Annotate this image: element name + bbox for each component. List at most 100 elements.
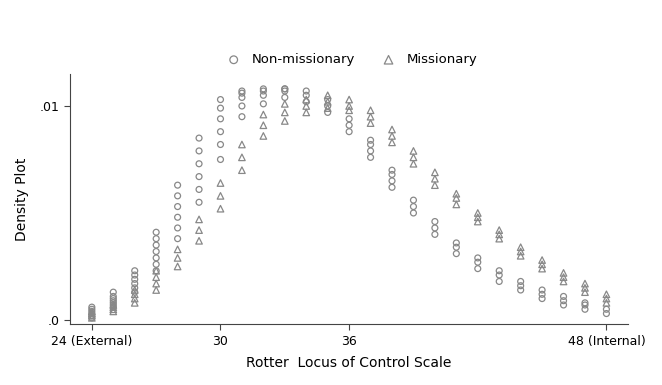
- Non-missionary: [87, 306, 97, 312]
- Non-missionary: [130, 272, 140, 278]
- Non-missionary: [279, 86, 290, 92]
- Non-missionary: [151, 242, 162, 248]
- Missionary: [87, 308, 97, 315]
- Missionary: [344, 107, 354, 113]
- Missionary: [408, 154, 419, 161]
- Non-missionary: [408, 204, 419, 210]
- Non-missionary: [601, 310, 612, 316]
- Non-missionary: [236, 103, 247, 109]
- Missionary: [558, 278, 569, 285]
- Non-missionary: [215, 97, 226, 103]
- Missionary: [365, 120, 376, 126]
- Missionary: [151, 287, 162, 293]
- Missionary: [87, 310, 97, 316]
- Non-missionary: [108, 304, 118, 310]
- Non-missionary: [365, 141, 376, 147]
- Non-missionary: [108, 302, 118, 308]
- Non-missionary: [580, 302, 591, 308]
- Missionary: [451, 191, 461, 197]
- Non-missionary: [172, 204, 183, 210]
- Missionary: [580, 281, 591, 287]
- Non-missionary: [580, 300, 591, 306]
- Missionary: [130, 291, 140, 297]
- Missionary: [408, 161, 419, 167]
- Non-missionary: [258, 101, 269, 107]
- Missionary: [344, 97, 354, 103]
- Non-missionary: [194, 148, 205, 154]
- Non-missionary: [494, 278, 504, 285]
- Missionary: [473, 210, 483, 216]
- Missionary: [151, 268, 162, 274]
- Non-missionary: [108, 298, 118, 304]
- Missionary: [301, 109, 312, 116]
- Non-missionary: [365, 137, 376, 143]
- Non-missionary: [194, 161, 205, 167]
- Non-missionary: [322, 97, 333, 103]
- Missionary: [258, 122, 269, 128]
- Non-missionary: [387, 171, 397, 177]
- Non-missionary: [387, 184, 397, 190]
- Non-missionary: [151, 236, 162, 242]
- Missionary: [408, 148, 419, 154]
- Non-missionary: [87, 315, 97, 321]
- Non-missionary: [473, 255, 483, 261]
- Non-missionary: [215, 105, 226, 111]
- Missionary: [601, 296, 612, 302]
- Missionary: [601, 300, 612, 306]
- Non-missionary: [87, 304, 97, 310]
- Non-missionary: [130, 289, 140, 295]
- Non-missionary: [130, 268, 140, 274]
- Missionary: [580, 289, 591, 295]
- Missionary: [236, 154, 247, 161]
- Non-missionary: [279, 86, 290, 92]
- Missionary: [151, 274, 162, 280]
- Missionary: [494, 236, 504, 242]
- Non-missionary: [87, 313, 97, 319]
- Non-missionary: [87, 310, 97, 316]
- Non-missionary: [387, 167, 397, 173]
- Non-missionary: [279, 88, 290, 94]
- Missionary: [130, 287, 140, 293]
- Non-missionary: [558, 293, 569, 300]
- Non-missionary: [430, 225, 440, 231]
- Missionary: [322, 99, 333, 105]
- Missionary: [258, 112, 269, 118]
- Non-missionary: [215, 129, 226, 135]
- Non-missionary: [172, 182, 183, 188]
- Missionary: [172, 246, 183, 253]
- Missionary: [558, 270, 569, 276]
- Non-missionary: [151, 261, 162, 268]
- Non-missionary: [236, 94, 247, 100]
- Non-missionary: [322, 103, 333, 109]
- Missionary: [108, 302, 118, 308]
- Legend: Non-missionary, Missionary: Non-missionary, Missionary: [215, 48, 483, 72]
- Missionary: [108, 304, 118, 310]
- X-axis label: Rotter  Locus of Control Scale: Rotter Locus of Control Scale: [246, 356, 452, 370]
- Non-missionary: [130, 281, 140, 287]
- Non-missionary: [473, 259, 483, 265]
- Missionary: [194, 227, 205, 233]
- Missionary: [365, 114, 376, 120]
- Non-missionary: [151, 229, 162, 235]
- Missionary: [387, 133, 397, 139]
- Missionary: [279, 118, 290, 124]
- Non-missionary: [451, 244, 461, 250]
- Missionary: [387, 139, 397, 146]
- Missionary: [215, 206, 226, 212]
- Missionary: [558, 274, 569, 280]
- Missionary: [130, 300, 140, 306]
- Missionary: [515, 244, 526, 250]
- Missionary: [236, 141, 247, 147]
- Non-missionary: [236, 90, 247, 96]
- Missionary: [473, 214, 483, 220]
- Missionary: [537, 257, 547, 263]
- Non-missionary: [172, 225, 183, 231]
- Non-missionary: [344, 129, 354, 135]
- Non-missionary: [215, 116, 226, 122]
- Missionary: [580, 285, 591, 291]
- Missionary: [87, 315, 97, 321]
- Non-missionary: [515, 283, 526, 289]
- Non-missionary: [408, 197, 419, 203]
- Missionary: [430, 182, 440, 188]
- Non-missionary: [537, 296, 547, 302]
